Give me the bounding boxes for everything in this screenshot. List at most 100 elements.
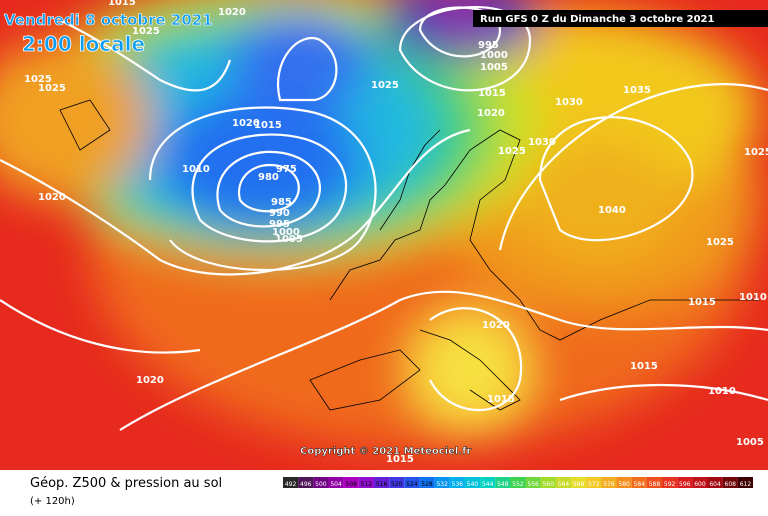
isobar-label: 1025	[744, 147, 768, 158]
run-info: Run GFS 0 Z du Dimanche 3 octobre 2021	[480, 14, 715, 25]
colorbar-cell	[495, 477, 511, 488]
isobar-label: 1015	[630, 361, 658, 372]
colorbar-cell	[571, 477, 587, 488]
isobar-label: 980	[258, 172, 279, 183]
colorbar-label: 560	[543, 481, 555, 488]
colorbar-label: 536	[452, 481, 464, 488]
colorbar-label: 516	[376, 481, 388, 488]
colorbar-label: 612	[740, 481, 752, 488]
colorbar-label: 592	[664, 481, 676, 488]
colorbar-label: 596	[679, 481, 691, 488]
colorbar-cell	[404, 477, 420, 488]
run-banner	[473, 10, 768, 27]
colorbar-label: 492	[285, 481, 297, 488]
colorbar-label: 580	[618, 481, 630, 488]
colorbar-cell	[555, 477, 572, 488]
footer-lead: (+ 120h)	[30, 496, 75, 507]
isobar-label: 1000	[480, 50, 508, 61]
colorbar-cell	[343, 477, 359, 488]
colorbar-cell	[313, 477, 329, 488]
colorbar-label: 572	[588, 481, 600, 488]
isobar-label: 1015	[688, 297, 716, 308]
colorbar-cell	[662, 477, 678, 488]
colorbar-label: 528	[421, 481, 433, 488]
isobar-label: 1015	[108, 0, 136, 8]
colorbar-label: 568	[573, 481, 585, 488]
colorbar-cell	[358, 477, 374, 488]
colorbar-cell	[631, 477, 647, 488]
colorbar-cell	[601, 477, 617, 488]
isobar-label: 1000	[272, 227, 300, 238]
colorbar-label: 520	[391, 481, 403, 488]
colorbar-cell	[646, 477, 663, 488]
colorbar-cell	[373, 477, 390, 488]
colorbar-cell	[419, 477, 435, 488]
colorbar-cell	[616, 477, 632, 488]
colorbar-cell	[692, 477, 708, 488]
colorbar-label: 544	[482, 481, 494, 488]
copyright: Copyright © 2021 Meteociel.fr	[300, 446, 471, 457]
isobar-label: 1025	[24, 74, 52, 85]
isobar-labels: 1020101510251025102510201010980975985990…	[24, 0, 768, 465]
isobar-label: 995	[269, 219, 290, 230]
isobar-label: 1010	[182, 164, 210, 175]
isobar-label: 1015	[487, 394, 515, 405]
colorbar-cell	[722, 477, 738, 488]
isobar-label: 1005	[736, 437, 764, 448]
isobar-label: 1015	[478, 88, 506, 99]
isobar-label: 1020	[477, 108, 505, 119]
isobar-label: 985	[271, 197, 292, 208]
colorbar-cell	[298, 477, 314, 488]
colorbar-label: 496	[300, 481, 312, 488]
colorbar-label: 588	[649, 481, 661, 488]
colorbar-cell	[480, 477, 496, 488]
colorbar-cell	[525, 477, 541, 488]
colorbar-cell	[464, 477, 481, 488]
colorbar-label: 540	[467, 481, 479, 488]
isobar-label: 975	[276, 164, 297, 175]
colorbar-label: 556	[527, 481, 539, 488]
colorbar: 492 496 500 504 508 512 516 520 524 528 532 536 540 5…	[283, 477, 753, 488]
isobar-label: 1025	[132, 26, 160, 37]
isobar-label: 1030	[555, 97, 583, 108]
colorbar-cell	[707, 477, 723, 488]
colorbar-cell	[510, 477, 526, 488]
colorbar-label: 608	[725, 481, 737, 488]
isobar-label: 995	[478, 40, 499, 51]
forecast-date: Vendredi 8 octobre 2021	[4, 11, 213, 29]
isobar-label: 1035	[623, 85, 651, 96]
isobar-label: 1010	[708, 386, 736, 397]
isobar-label: 1020	[482, 320, 510, 331]
colorbar-cell	[328, 477, 344, 488]
colorbar-label: 552	[512, 481, 524, 488]
colorbar-label: 564	[558, 481, 570, 488]
isobar-label: 1030	[528, 137, 556, 148]
isobar-label: 1005	[480, 62, 508, 73]
isobars	[0, 6, 768, 431]
colorbar-label: 548	[497, 481, 509, 488]
colorbar-label: 524	[406, 481, 418, 488]
isobar-label: 1020	[218, 7, 246, 18]
isobar-label: 1025	[706, 237, 734, 248]
colorbar-cell	[283, 477, 299, 488]
colorbar-label: 512	[361, 481, 373, 488]
colorbar-label: 500	[315, 481, 327, 488]
colorbar-label: 532	[436, 481, 448, 488]
geopotential-field	[0, 0, 768, 470]
isobar-label: 1020	[38, 192, 66, 203]
colorbar-label: 604	[709, 481, 721, 488]
colorbar-label: 576	[603, 481, 615, 488]
isobar-label: 1025	[38, 83, 66, 94]
isobar-label: 1015	[254, 120, 282, 131]
colorbar-cell	[586, 477, 602, 488]
isobar-label: 1020	[136, 375, 164, 386]
isobar-label: 990	[269, 208, 290, 219]
isobar-label: 1040	[598, 205, 626, 216]
colorbar-cell	[677, 477, 693, 488]
colorbar-cell	[434, 477, 450, 488]
colorbar-cell	[389, 477, 405, 488]
colorbar-label: 584	[634, 481, 646, 488]
isobar-label: 1025	[498, 146, 526, 157]
isobar-label: 1025	[371, 80, 399, 91]
